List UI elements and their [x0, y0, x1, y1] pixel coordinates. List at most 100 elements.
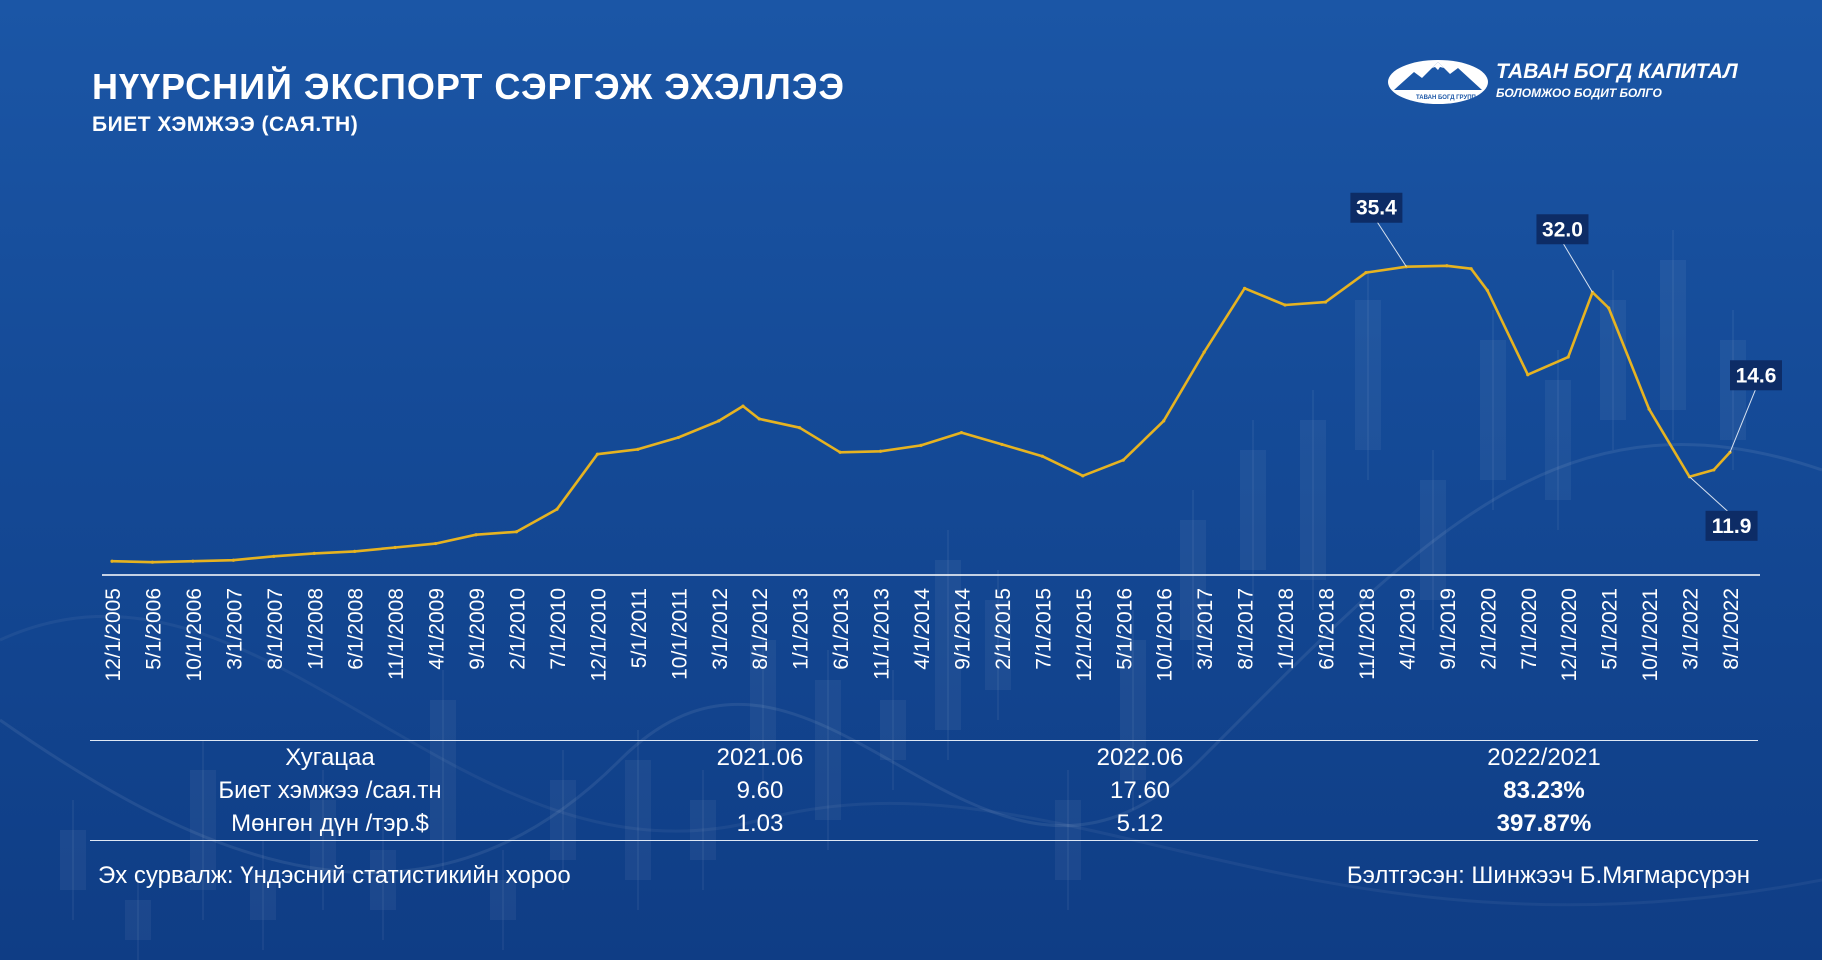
bg-candle	[125, 900, 151, 940]
table-header-cell: 2021.06	[716, 743, 804, 771]
data-point	[1202, 350, 1206, 354]
x-tick-label: 10/1/2016	[1154, 588, 1177, 681]
data-label: 35.4	[1356, 197, 1397, 220]
bg-candle	[490, 880, 516, 920]
bg-candle	[370, 850, 396, 910]
table-cell: Мөнгөн дүн /тэр.$	[231, 809, 429, 837]
data-point	[312, 551, 316, 555]
x-tick-label: 1/1/2008	[304, 588, 327, 670]
bg-candle	[250, 870, 276, 920]
data-point	[838, 450, 842, 454]
author-note: Бэлтгэсэн: Шинжээч Б.Мягмарсүрэн	[1346, 862, 1750, 889]
data-point	[878, 449, 883, 453]
x-tick-label: 3/1/2022	[1680, 588, 1703, 670]
x-tick-label: 10/1/2021	[1639, 588, 1662, 681]
bg-candle	[1660, 260, 1686, 410]
bg-candle	[430, 700, 456, 840]
x-tick-label: 7/1/2010	[547, 588, 570, 670]
data-label-box	[1705, 510, 1758, 541]
x-tick-label: 5/1/2021	[1599, 588, 1622, 670]
data-point	[741, 404, 745, 408]
bg-candle	[1420, 480, 1446, 600]
x-tick-label: 3/1/2012	[709, 588, 732, 670]
x-tick-label: 5/1/2016	[1113, 588, 1136, 670]
data-point	[434, 541, 438, 546]
x-tick-label: 5/1/2011	[628, 588, 651, 668]
data-point	[959, 431, 964, 435]
data-point	[191, 559, 195, 563]
source-note: Эх сурвалж: Үндэсний статистикийн хороо	[98, 862, 571, 889]
annotation-leader	[1375, 220, 1407, 268]
data-point	[717, 419, 721, 423]
data-point	[150, 560, 155, 564]
table-cell: 5.12	[1116, 809, 1164, 837]
bg-candle	[690, 800, 716, 860]
x-tick-label: 7/1/2020	[1518, 588, 1541, 670]
data-point	[514, 530, 519, 534]
x-tick-label: 10/1/2011	[668, 588, 691, 680]
data-point	[1445, 264, 1449, 268]
x-tick-label: 11/1/2013	[871, 588, 894, 680]
bg-candle	[190, 770, 216, 890]
mountain-logo-icon	[1388, 60, 1488, 104]
x-tick-label: 6/1/2008	[345, 588, 368, 670]
bg-wave	[0, 615, 1822, 907]
series-line	[111, 264, 1731, 564]
x-tick-label: 8/1/2012	[749, 588, 772, 670]
x-tick-label: 12/1/2010	[587, 588, 610, 681]
bg-candle	[1180, 520, 1206, 640]
data-point	[1647, 407, 1651, 411]
x-tick-label: 4/1/2014	[911, 588, 934, 670]
data-label: 14.6	[1736, 364, 1777, 387]
x-tick-label: 1/1/2018	[1275, 588, 1298, 670]
x-tick-label: 12/1/2005	[102, 588, 125, 681]
table-header-cell: 2022/2021	[1487, 743, 1601, 771]
x-tick-label: 12/1/2015	[1073, 588, 1096, 681]
table-header-cell: 2022.06	[1096, 743, 1184, 771]
table-row: Биет хэмжээ /сая.тн 9.60 17.60 83.23%	[90, 774, 1758, 807]
table-cell: 83.23%	[1503, 776, 1585, 804]
data-point	[1469, 267, 1473, 271]
table-cell: 397.87%	[1496, 809, 1592, 837]
bg-candle	[60, 830, 86, 890]
bg-candle	[1300, 420, 1326, 580]
data-point	[1283, 303, 1287, 307]
data-point	[1162, 419, 1166, 423]
data-point	[1526, 373, 1530, 377]
x-tick-label: 11/1/2008	[385, 588, 408, 680]
bg-candle	[1355, 300, 1381, 450]
table-row: Мөнгөн дүн /тэр.$ 1.03 5.12 397.87%	[90, 807, 1758, 840]
x-tick-label: 6/1/2013	[830, 588, 853, 670]
data-point	[1243, 286, 1247, 290]
chart-subtitle: БИЕТ ХЭМЖЭЭ (САЯ.ТН)	[92, 113, 359, 136]
data-point	[798, 426, 802, 430]
bg-candle	[750, 640, 776, 750]
x-tick-label: 8/1/2022	[1720, 588, 1743, 670]
x-tick-label: 9/1/2014	[951, 588, 974, 670]
line-chart: 12/1/2005 5/1/2006 10/1/2006 3/1/2007 8/1/20…	[102, 192, 1782, 681]
table-cell: 17.60	[1109, 776, 1171, 804]
data-point	[474, 533, 478, 537]
table-cell: 9.60	[736, 776, 784, 804]
data-point	[272, 554, 276, 558]
x-tick-label: 3/1/2017	[1194, 588, 1217, 670]
company-logo: ТАВАН БОГД ГРУПП ТАВАН БОГД КАПИТАЛ БОЛО…	[1386, 56, 1746, 108]
data-point	[231, 558, 235, 562]
x-tick-label: 10/1/2006	[183, 588, 206, 681]
data-label: 11.9	[1712, 515, 1752, 538]
bg-wave	[0, 443, 1822, 875]
page-title: НҮҮРСНИЙ ЭКСПОРТ СЭРГЭЖ ЭХЭЛЛЭЭ	[92, 66, 846, 107]
data-point	[393, 545, 397, 550]
annotation-leader	[1729, 388, 1757, 453]
data-point	[1121, 458, 1125, 462]
data-point	[676, 435, 680, 440]
x-tick-label: 4/1/2019	[1396, 588, 1419, 670]
data-label-box	[1350, 192, 1403, 223]
x-tick-label: 11/1/2018	[1356, 588, 1379, 680]
x-tick-label: 3/1/2007	[223, 588, 246, 670]
data-point	[636, 447, 640, 451]
data-label-box	[1730, 360, 1782, 391]
data-point	[1712, 468, 1716, 472]
logo-tagline: БОЛОМЖОО БОДИТ БОЛГО	[1496, 86, 1662, 100]
